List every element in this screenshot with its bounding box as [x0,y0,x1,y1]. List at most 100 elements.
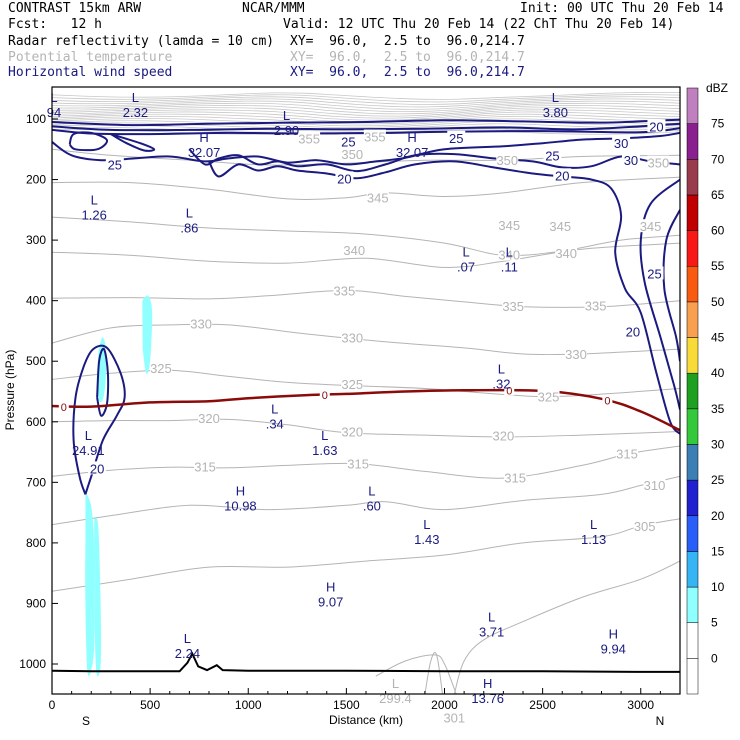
extremum-value: 2.24 [175,646,200,661]
theta-contour-label: 345 [367,191,389,206]
strato-theta-line [52,96,680,105]
colorbar-level-label: 55 [711,259,725,273]
theta-label-bg [341,424,364,438]
wind-contour [68,131,109,152]
theta-label-bg [492,428,515,442]
theta-label-bg [504,470,527,484]
theta-label-bg [498,217,521,231]
wind-label-bg [335,171,354,185]
colorbar-segment [686,87,699,124]
colorbar-level-label: 20 [711,509,725,523]
colorbar-segment [686,194,699,231]
theta-label-bg [643,477,666,491]
colorbar-segment [686,301,699,338]
theta-contour-label: 315 [347,457,369,472]
colorbar-segment [686,123,699,160]
extremum-value: 13.76 [471,691,504,706]
wind-contour [110,133,156,152]
theta-label-bg [564,346,587,360]
extremum-type: L [321,428,328,443]
colorbar-segment [686,515,699,552]
theta-label-bg [341,147,364,161]
theta-label-bg [333,283,356,297]
model-title: CONTRAST 15km ARW [8,1,142,16]
theta-label-bg [298,131,321,145]
theta-label-bg [502,299,525,313]
wind-contour [52,118,680,127]
colorbar-unit: dBZ [706,81,728,95]
theta-contour [52,216,680,257]
colorbar-level-label: 50 [711,295,725,309]
wind-contour [662,209,680,362]
wind-label-bg [612,136,631,150]
extremum-value: 1.43 [414,532,439,547]
colorbar-segment [686,265,699,303]
zero-isotherm-line [52,388,680,432]
extremum-value: .34 [266,416,284,431]
y-tick-label: 600 [26,415,46,429]
zero-label-bg [504,385,515,396]
theta-label-bg [555,245,578,259]
theta-contour-label: 345 [640,219,662,234]
theta-contour-label: 335 [585,299,607,314]
theta-label-bg [647,155,670,169]
extremum-value: 10.98 [224,499,257,514]
strato-theta-line [52,109,680,119]
extremum-type: L [462,244,469,259]
theta-label-bg [584,298,607,312]
strato-theta-line [52,115,680,125]
x-tick-label: 500 [140,698,160,712]
wind-contour-label: 20 [626,325,640,340]
field-xy-wind: XY= 96.0, 2.5 to 96.0,214.7 [290,65,525,80]
strato-theta-line [52,94,680,103]
theta-label-bg [198,411,220,425]
strato-theta-line [52,105,680,115]
theta-extremum-value: 299.4 [379,691,412,706]
theta-label-bg [537,389,560,403]
colorbar-segment [686,551,699,588]
colorbar-level-label: 35 [711,402,725,416]
wind-label-bg [623,324,642,338]
wind-label-bg [543,148,562,162]
theta-contour [52,418,680,438]
theta-contour-label: 355 [298,131,320,146]
x-tick-label: 2000 [431,698,458,712]
theta-contour-label: 315 [194,460,216,475]
extremum-value: 1.63 [312,443,337,458]
extremum-value: 1.26 [82,207,107,222]
colorbar-segment [686,159,699,196]
wind-contour [72,344,126,495]
reflectivity-shading [85,295,153,677]
forecast-hour: Fcst: 12 h [8,17,102,32]
wind-contour-label: 25 [647,266,661,281]
x-axis-label: Distance (km) [329,713,403,727]
strato-theta-line [52,120,680,129]
extremum-value: 9.07 [318,594,343,609]
extremum-type: H [483,676,492,691]
extremum-type: L [85,428,92,443]
theta-label-bg [366,190,389,204]
colorbar-segment [686,337,699,374]
colorbar-level-label: 15 [711,544,725,558]
extremum-type: L [186,206,193,221]
field-name-wind: Horizontal wind speed [8,65,173,80]
wind-contour-label: 30 [614,136,628,151]
reflectivity-cell [85,491,95,677]
x-tick-label: 0 [49,698,56,712]
extremum-type: L [498,361,505,376]
wind-contour-label: 20 [555,168,569,183]
wind-speed-contours [52,118,680,495]
wind-contour [52,127,680,136]
theta-contour-label: 340 [343,243,365,258]
theta-label-bg [341,330,364,344]
zero-label-bg [319,390,330,401]
theta-label-bg [190,316,213,330]
y-tick-label: 800 [26,536,46,550]
valid-time: Valid: 12 UTC Thu 20 Feb 14 (22 ChT Thu … [283,17,675,32]
y-axis-label: Pressure (hPa) [3,350,17,431]
wind-label-bg [553,168,572,182]
zero-line-label: 0 [506,385,512,397]
theta-label-bg [549,219,572,233]
theta-contour-label: 325 [538,389,560,404]
